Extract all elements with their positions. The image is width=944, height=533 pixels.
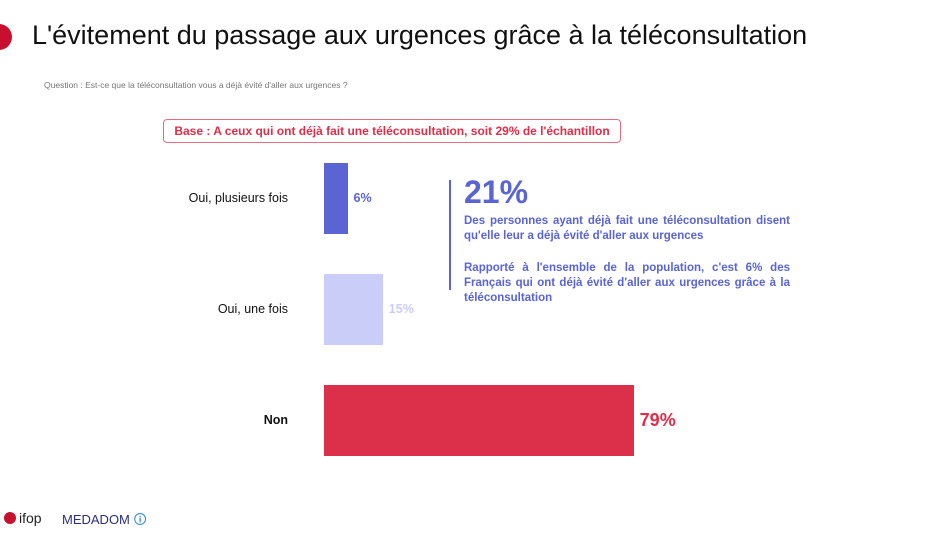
- bar: [324, 385, 634, 456]
- bar: [324, 274, 383, 345]
- bar: [324, 163, 348, 234]
- value-label: 6%: [353, 191, 372, 205]
- category-label: Oui, une fois: [217, 301, 288, 316]
- value-label: 79%: [639, 409, 676, 430]
- value-label: 15%: [388, 302, 414, 316]
- callout-headline: 21%: [464, 174, 529, 210]
- category-label: Non: [263, 412, 288, 427]
- base-note: Base : A ceux qui ont déjà fait une télé…: [163, 119, 621, 143]
- callout-divider: [449, 180, 451, 290]
- title-bullet: [0, 24, 12, 50]
- page-title: L'évitement du passage aux urgences grâc…: [32, 20, 808, 50]
- medadom-logo: MEDADOM 🛈: [62, 512, 147, 527]
- callout-text-2: Rapporté à l'ensemble de la population, …: [464, 262, 790, 304]
- question-text: Question : Est-ce que la téléconsultatio…: [44, 80, 348, 90]
- category-label: Oui, plusieurs fois: [188, 190, 288, 205]
- ifop-logo: ifop: [4, 510, 42, 526]
- callout-text-1: Des personnes ayant déjà fait une téléco…: [464, 215, 790, 242]
